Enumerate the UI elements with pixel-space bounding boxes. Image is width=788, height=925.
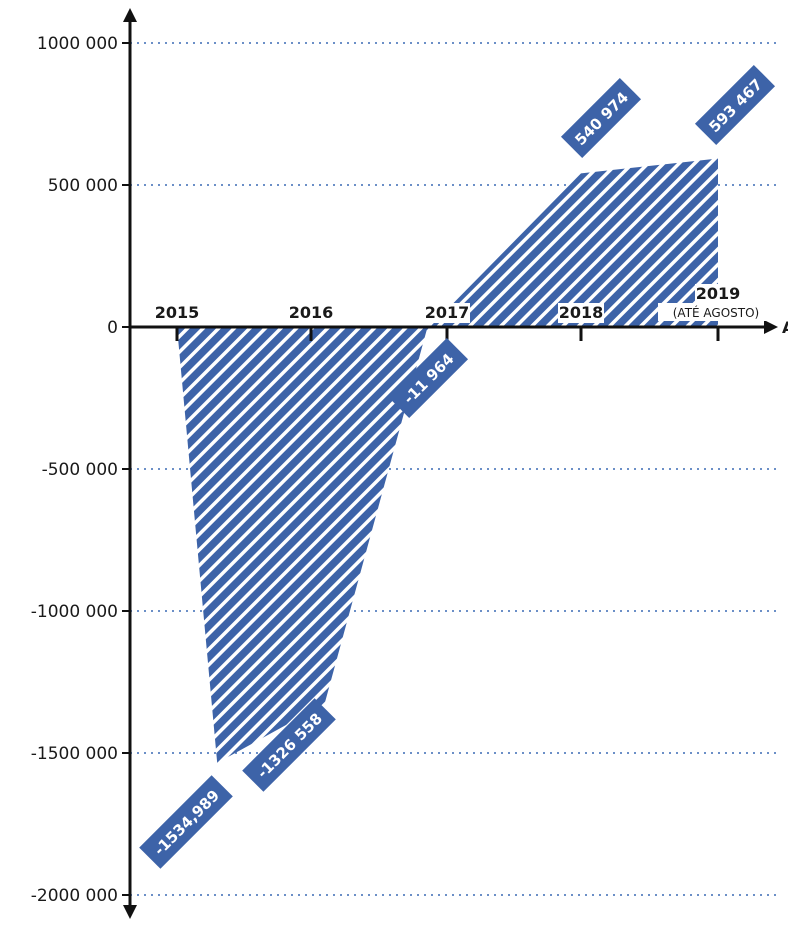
y-tick-label: 0 <box>107 318 118 338</box>
y-tick-label: 1000 000 <box>37 34 118 54</box>
data-label-text: -1534,989 <box>150 786 223 859</box>
data-label-box <box>560 77 642 159</box>
x-tick-note-bg <box>658 303 776 321</box>
x-tick-label: 2016 <box>289 303 334 322</box>
x-tick-label: 2015 <box>155 303 200 322</box>
x-tick-label-bg <box>154 303 200 323</box>
y-tick-label: -2000 000 <box>31 886 118 906</box>
y-axis-arrow-down <box>123 905 137 919</box>
x-tick-label: 2018 <box>559 303 604 322</box>
x-axis-ticks: 2015 2016 2017 2018 2019 (ATÉ AGOSTO) <box>154 284 776 341</box>
x-tick-note: (ATÉ AGOSTO) <box>673 305 760 320</box>
y-tick-label: -1500 000 <box>31 744 118 764</box>
x-tick-label-bg <box>424 303 470 323</box>
data-label-box <box>387 337 469 419</box>
x-tick-label: 2019 <box>696 284 741 303</box>
x-axis-arrow <box>764 320 778 334</box>
y-tick-label: 500 000 <box>48 176 118 196</box>
data-label-box <box>242 698 336 792</box>
x-tick-label: 2017 <box>425 303 470 322</box>
area-fill <box>177 158 718 763</box>
axes: A <box>123 8 788 919</box>
y-axis-ticks: 1000 000 500 000 0 -500 000 -1000 000 -1500 0… <box>31 34 130 906</box>
data-label: 593 467 <box>694 64 776 146</box>
y-tick-label: -500 000 <box>42 460 118 480</box>
x-tick-label-bg <box>695 284 741 304</box>
data-label-box <box>139 775 233 869</box>
data-label: -1534,989 <box>139 775 233 869</box>
x-axis-end-label: A <box>782 318 788 337</box>
y-axis-arrow-up <box>123 8 137 22</box>
data-label-box <box>694 64 776 146</box>
area-layer <box>177 158 718 763</box>
y-tick-label: -1000 000 <box>31 602 118 622</box>
x-tick-label-bg <box>288 303 334 323</box>
data-label: 540 974 <box>560 77 642 159</box>
x-tick-label-bg <box>558 303 604 323</box>
